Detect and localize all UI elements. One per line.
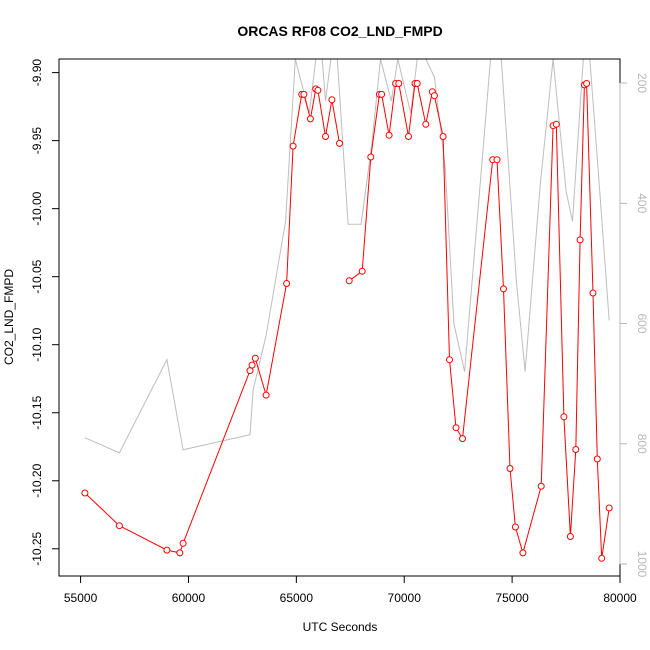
data-point — [537, 482, 545, 490]
x-axis-label: UTC Seconds — [303, 620, 378, 634]
y-tick-label: -10.10 — [30, 327, 44, 361]
data-point — [576, 236, 584, 244]
data-point — [405, 133, 412, 140]
data-point — [336, 139, 343, 147]
data-point — [367, 153, 375, 161]
data-point — [358, 267, 366, 275]
data-point — [493, 156, 501, 164]
data-point — [81, 489, 89, 497]
y-tick-label: -10.25 — [30, 531, 44, 565]
y-tick-label: -10.20 — [30, 463, 44, 497]
data-point — [289, 142, 297, 150]
data-point — [452, 424, 460, 432]
data-point — [395, 80, 403, 87]
y2-tick-label: 200 — [635, 73, 649, 93]
data-point — [572, 446, 580, 453]
data-point — [422, 120, 430, 128]
data-point — [283, 280, 291, 287]
data-point — [413, 80, 421, 87]
data-point — [345, 277, 353, 285]
data-point — [306, 115, 314, 123]
data-point — [560, 413, 568, 421]
data-point — [314, 86, 322, 94]
data-point — [511, 523, 519, 531]
data-point — [506, 465, 514, 472]
data-point — [176, 549, 184, 557]
x-tick-label: 65000 — [280, 591, 314, 605]
data-point — [552, 120, 560, 128]
data-point — [300, 90, 308, 98]
data-point — [439, 133, 447, 140]
data-point — [605, 504, 613, 512]
data-point — [328, 96, 336, 104]
data-point — [262, 391, 270, 399]
data-point — [519, 549, 527, 557]
data-point — [163, 546, 171, 554]
data-point — [179, 539, 187, 547]
y-tick-label: -10.00 — [30, 191, 44, 225]
x-tick-label: 70000 — [388, 591, 422, 605]
data-point — [446, 356, 453, 364]
x-tick-label: 80000 — [603, 591, 637, 605]
data-point — [500, 285, 507, 293]
y-tick-label: -9.95 — [30, 127, 44, 155]
data-point — [598, 554, 606, 562]
chart-title: ORCAS RF08 CO2_LND_FMPD — [237, 23, 442, 39]
data-point — [583, 80, 591, 87]
y2-tick-label: 800 — [635, 434, 649, 454]
y2-tick-label: 600 — [635, 313, 649, 333]
data-point — [566, 533, 574, 540]
data-point — [385, 131, 393, 139]
y2-tick-label: 400 — [635, 193, 649, 213]
data-point — [251, 354, 259, 362]
y-tick-label: -10.05 — [30, 259, 44, 293]
data-point — [322, 133, 329, 140]
data-point — [593, 455, 601, 463]
data-point — [589, 289, 597, 297]
data-point — [378, 90, 386, 98]
data-point — [115, 522, 123, 530]
x-tick-label: 60000 — [172, 591, 206, 605]
y2-tick-label: 1000 — [635, 551, 649, 578]
y-axis-label: CO2_LND_FMPD — [2, 269, 16, 365]
x-tick-label: 75000 — [495, 591, 529, 605]
plot-area: 55000 60000 65000 70000 75000 80000 -9.90 -9.95… — [30, 58, 649, 605]
data-point — [248, 361, 256, 369]
y-tick-label: -10.15 — [30, 395, 44, 429]
series-line-secondary — [84, 59, 610, 454]
y-tick-label: -9.90 — [30, 59, 44, 87]
data-point — [459, 435, 466, 443]
data-point — [430, 92, 438, 100]
x-tick-label: 55000 — [64, 591, 98, 605]
